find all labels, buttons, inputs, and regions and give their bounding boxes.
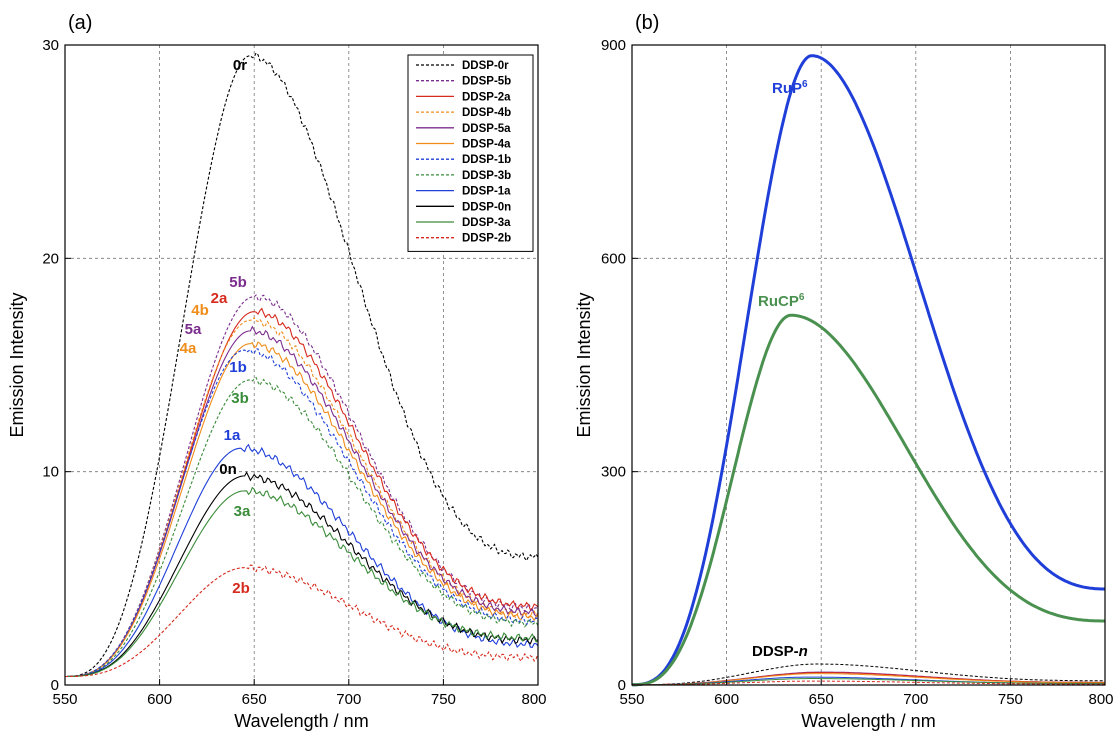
- legend-entry: DDSP-2b: [462, 233, 511, 245]
- curve-label-3a: 3a: [234, 503, 251, 520]
- curve-label-2b: 2b: [232, 580, 250, 597]
- panel-label: (b): [635, 12, 659, 34]
- series-line-ddsp-3b: [65, 376, 539, 678]
- curve-label-4b: 4b: [191, 302, 209, 319]
- legend-entry: DDSP-4b: [462, 107, 511, 119]
- series-line-rup: [632, 54, 1105, 687]
- series-line-ddsp-1a: [65, 443, 539, 678]
- grid: [65, 45, 538, 685]
- curve-label-0r: 0r: [233, 57, 247, 74]
- x-tick-label: 750: [431, 691, 456, 708]
- curve-label-5a: 5a: [185, 321, 202, 338]
- series-line-ddsp-0n: [65, 471, 539, 678]
- series-line-series-5: [632, 673, 1105, 686]
- legend-entry: DDSP-3b: [462, 170, 511, 182]
- series-curves: [632, 54, 1105, 687]
- legend-entry: DDSP-4a: [462, 139, 511, 151]
- series-line-ddsp-1b: [65, 348, 539, 678]
- legend-entry: DDSP-1a: [462, 186, 511, 198]
- x-tick-label: 750: [998, 691, 1023, 708]
- x-tick-label: 600: [714, 691, 739, 708]
- y-tick-label: 900: [601, 37, 626, 54]
- panel-a: 550 600 650 700 750 800 0 10 20 30 Wavelength / nm…: [7, 12, 547, 731]
- series-line-ddsp-n: [632, 663, 1105, 686]
- legend-entry: DDSP-5a: [462, 123, 511, 135]
- curve-label-text: RuP: [772, 80, 802, 97]
- curve-label-superscript: 6: [802, 79, 808, 90]
- curve-label-2a: 2a: [211, 290, 228, 307]
- series-line-series-8: [632, 680, 1105, 686]
- x-axis-title: Wavelength / nm: [801, 711, 935, 731]
- curve-label-0n: 0n: [219, 461, 237, 478]
- panel-label: (a): [68, 12, 92, 34]
- x-tick-label: 600: [147, 691, 172, 708]
- curve-label-1a: 1a: [224, 427, 241, 444]
- curve-label-4a: 4a: [180, 340, 197, 357]
- series-line-ddsp-3a: [65, 486, 539, 678]
- curve-label-1b: 1b: [229, 359, 247, 376]
- y-tick-label: 30: [42, 37, 59, 54]
- x-tick-label: 700: [336, 691, 361, 708]
- series-curves: [65, 51, 539, 678]
- curve-label-text: RuCP: [758, 293, 799, 310]
- legend-entry: DDSP-3a: [462, 217, 511, 229]
- curve-label-rup: RuP6: [772, 79, 808, 97]
- plot-frame: [631, 44, 1106, 686]
- x-axis-title: Wavelength / nm: [234, 711, 368, 731]
- y-tick-label: 0: [618, 677, 626, 694]
- tick-labels: 550 600 650 700 750 800 0 300 600 900: [601, 37, 1114, 708]
- grid: [632, 45, 1105, 685]
- plot-frame: [64, 44, 539, 686]
- x-tick-label: 800: [1088, 691, 1113, 708]
- legend-entry: DDSP-5b: [462, 76, 511, 88]
- y-tick-label: 20: [42, 250, 59, 267]
- legend-entry: DDSP-1b: [462, 154, 511, 166]
- legend-entry: DDSP-0r: [462, 60, 509, 72]
- legend-entry: DDSP-0n: [462, 201, 511, 213]
- x-tick-label: 650: [242, 691, 267, 708]
- curve-label-superscript: 6: [799, 292, 805, 303]
- x-tick-label: 550: [619, 691, 644, 708]
- y-tick-label: 600: [601, 250, 626, 267]
- y-tick-label: 0: [51, 677, 59, 694]
- x-tick-label: 550: [52, 691, 77, 708]
- y-axis-title: Emission Intensity: [574, 292, 594, 437]
- x-tick-label: 700: [903, 691, 928, 708]
- curve-label-italic: n: [799, 643, 808, 660]
- series-line-series-7: [632, 678, 1105, 686]
- legend-box: [407, 54, 534, 252]
- legend-entry: DDSP-2a: [462, 91, 511, 103]
- series-line-ddsp-0r: [65, 51, 539, 678]
- series-line-ddsp-2b: [65, 564, 539, 678]
- x-tick-label: 800: [521, 691, 546, 708]
- y-tick-label: 300: [601, 464, 626, 481]
- curve-label-3b: 3b: [231, 390, 249, 407]
- series-line-ddsp-4a: [65, 341, 539, 678]
- panel-b: 550 600 650 700 750 800 0 300 600 900 Wavelength /…: [574, 12, 1114, 731]
- curve-label-rucp: RuCP6: [758, 292, 805, 310]
- y-tick-label: 10: [42, 464, 59, 481]
- legend: DDSP-0r DDSP-5b DDSP-2a DDSP-4b DDSP-5a DDSP-…: [407, 54, 534, 252]
- curve-label-ddsp-n: DDSP-n: [752, 643, 808, 660]
- y-axis-title: Emission Intensity: [7, 292, 27, 437]
- curve-label-5b: 5b: [229, 274, 247, 291]
- series-line-rucp: [632, 313, 1105, 687]
- curve-label-text: DDSP-: [752, 643, 799, 660]
- series-line-ddsp-4b: [65, 316, 539, 678]
- series-line-ddsp-5a: [65, 325, 539, 678]
- tick-labels: 550 600 650 700 750 800 0 10 20 30: [42, 37, 546, 708]
- x-tick-label: 650: [809, 691, 834, 708]
